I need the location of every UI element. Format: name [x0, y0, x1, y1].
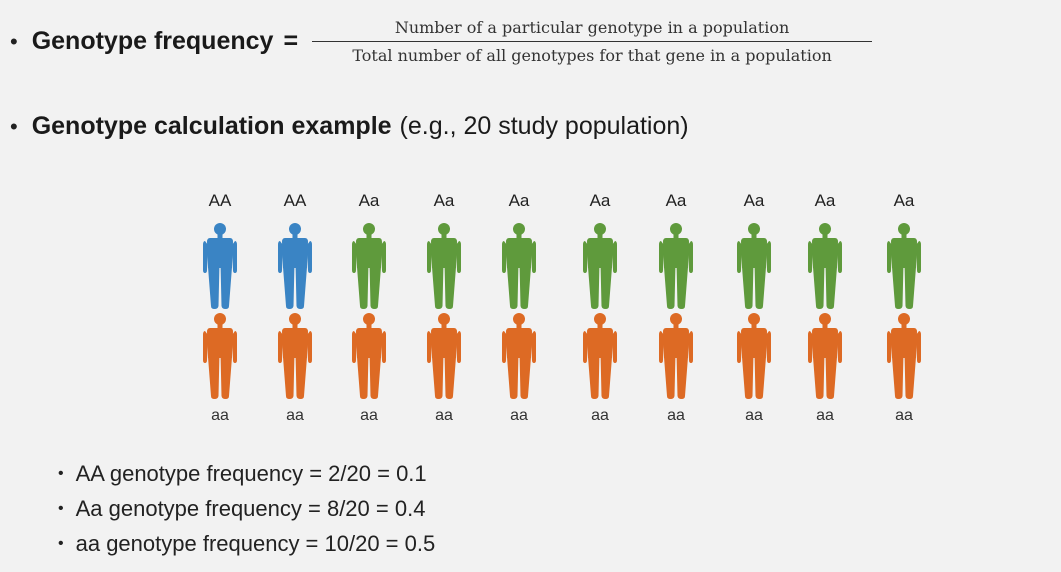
bottom-genotype-label: aa [895, 407, 913, 424]
person-icon [351, 312, 387, 400]
person-icon [202, 222, 238, 310]
top-genotype-label: Aa [589, 191, 611, 210]
example-heading: Genotype calculation example [31, 112, 392, 140]
equals-sign: = [283, 27, 299, 55]
definition-fraction: Number of a particular genotype in a pop… [312, 18, 873, 65]
definition-row: • Genotype frequency = Number of a parti… [10, 18, 873, 65]
top-genotype-label: AA [283, 191, 307, 210]
result-item: • aa genotype frequency = 10/20 = 0.5 [58, 526, 435, 561]
top-genotype-label: Aa [358, 191, 380, 210]
result-aa-mixed: Aa genotype frequency = 8/20 = 0.4 [75, 495, 426, 521]
definition-term: Genotype frequency [31, 27, 274, 55]
person-icon [277, 312, 313, 400]
bottom-genotype-label: aa [816, 407, 834, 424]
bottom-genotype-label: aa [211, 407, 229, 424]
bullet-icon: • [10, 28, 18, 54]
bullet-icon: • [58, 534, 64, 552]
top-genotype-label: Aa [893, 191, 915, 210]
results-list: • AA genotype frequency = 2/20 = 0.1 • A… [58, 456, 435, 561]
bullet-icon: • [58, 464, 64, 482]
bullet-icon: • [58, 499, 64, 517]
top-genotype-label: AA [208, 191, 232, 210]
bottom-genotype-label: aa [435, 407, 453, 424]
person-icon [582, 222, 618, 310]
result-item: • Aa genotype frequency = 8/20 = 0.4 [58, 491, 435, 526]
person-icon [886, 312, 922, 400]
person-icon [351, 222, 387, 310]
bottom-genotype-label: aa [745, 407, 763, 424]
fraction-denominator: Total number of all genotypes for that g… [352, 46, 832, 65]
example-note: (e.g., 20 study population) [399, 112, 689, 140]
top-genotype-label: Aa [665, 191, 687, 210]
person-icon [426, 222, 462, 310]
bottom-genotype-label: aa [360, 407, 378, 424]
top-genotype-label: Aa [433, 191, 455, 210]
person-icon [426, 312, 462, 400]
top-genotype-label: Aa [743, 191, 765, 210]
person-icon [886, 222, 922, 310]
example-row: • Genotype calculation example (e.g., 20… [10, 112, 689, 141]
result-item: • AA genotype frequency = 2/20 = 0.1 [58, 456, 435, 491]
result-aa-upper: AA genotype frequency = 2/20 = 0.1 [75, 460, 427, 486]
bottom-genotype-label: aa [591, 407, 609, 424]
person-icon [658, 312, 694, 400]
person-icon [501, 312, 537, 400]
bullet-icon: • [10, 113, 18, 139]
person-icon [501, 222, 537, 310]
person-icon [582, 312, 618, 400]
bottom-genotype-label: aa [286, 407, 304, 424]
bottom-genotype-label: aa [667, 407, 685, 424]
person-icon [807, 222, 843, 310]
top-genotype-label: Aa [814, 191, 836, 210]
fraction-numerator: Number of a particular genotype in a pop… [394, 18, 790, 37]
person-icon [202, 312, 238, 400]
result-aa-lower: aa genotype frequency = 10/20 = 0.5 [75, 530, 436, 556]
person-icon [807, 312, 843, 400]
person-icon [736, 222, 772, 310]
person-icon [658, 222, 694, 310]
fraction-bar [312, 41, 873, 42]
bottom-genotype-label: aa [510, 407, 528, 424]
person-icon [736, 312, 772, 400]
person-icon [277, 222, 313, 310]
top-genotype-label: Aa [508, 191, 530, 210]
